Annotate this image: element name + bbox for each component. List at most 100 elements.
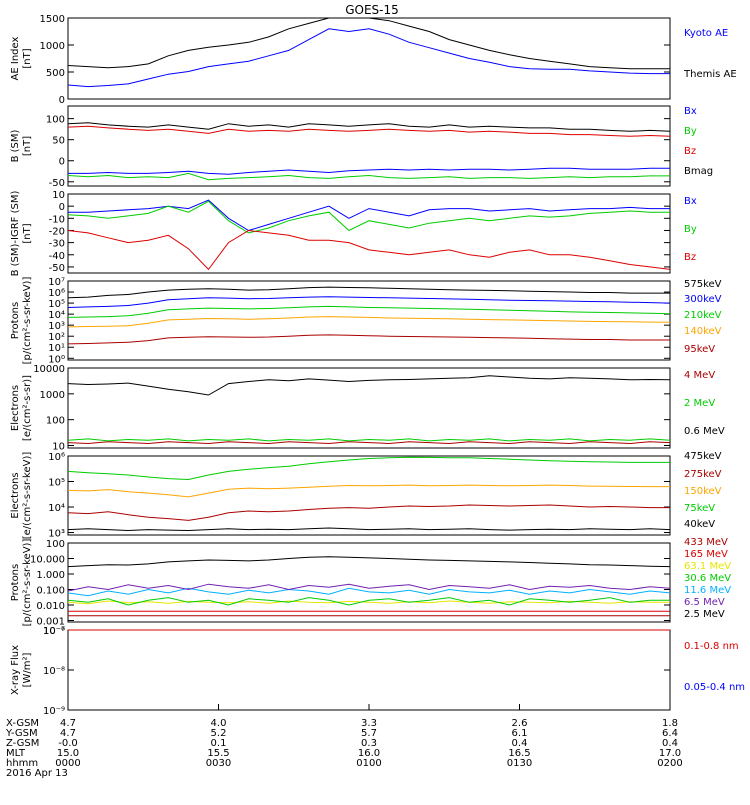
y-tick-label: 0.001 [36,616,65,627]
y-tick-label: 50 [52,136,65,147]
series-line-6-5-mev [67,583,671,592]
y-tick-label: 500 [46,68,65,79]
panel-frame [67,629,671,711]
y-tick-label: 0 [59,157,65,168]
legend-label: 150keV [684,486,722,497]
legend-label: 210keV [684,310,722,321]
ephemeris-row-label: hhmm [6,758,38,769]
panel-frame [67,193,671,274]
date-label: 2016 Apr 13 [6,768,68,779]
ephemeris-value: 5.7 [361,728,377,739]
panel-frame [67,455,671,536]
legend-label: 275keV [684,469,722,480]
legend-label: Bz [684,146,696,157]
y-axis-label: Electrons [10,385,21,431]
series-line-75kev [67,456,670,481]
legend-label: 40keV [684,519,715,530]
series-line-bmag [67,122,671,132]
ephemeris-value: 3.3 [361,718,377,729]
ephemeris-value: 0.4 [512,738,528,749]
ephemeris-value: 15.5 [207,748,229,759]
y-tick-label: -30 [49,239,65,250]
y-axis-label: [nT] [22,136,33,156]
series-line-4-mev [67,441,671,445]
y-axis-label: [e/(cm²-s-sr-keV)] [22,452,33,540]
series-line-150kev [67,484,670,498]
ephemeris-value: 1.8 [662,718,678,729]
y-tick-label: 0 [59,202,65,213]
y-tick-label: 0.100 [36,585,65,596]
series-line-30-6-mev [67,597,670,606]
y-tick-label: 1000 [40,41,65,52]
panel-frame [67,280,671,361]
series-line-kyoto-ae [67,28,670,88]
legend-label: Themis AE [683,69,737,80]
series-line-95kev [67,334,670,345]
y-axis-label: [nT] [22,223,33,243]
y-axis-label: [p/(cm²-s-sr-keV)] [22,539,33,627]
y-tick-label: 10¹ [48,343,65,354]
legend-label: 165 MeV [684,549,728,560]
series-line-themis-ae [67,17,670,70]
y-tick-label: -40 [49,251,65,262]
series-line-bz [67,125,671,137]
y-axis-label: [nT] [22,48,33,68]
legend-label: 475keV [684,451,722,462]
y-tick-label: -50 [49,178,65,189]
legend-label: 11.6 MeV [684,585,731,596]
y-axis-label: B (SM)-IGRF (SM) [10,191,21,277]
ephemeris-value: 0200 [657,758,682,769]
y-tick-label: 10⁶ [48,288,65,299]
y-tick-label: 10² [48,332,65,343]
ephemeris-value: 16.5 [508,748,530,759]
series-line-by [67,200,670,234]
y-axis-label: Electrons [10,472,21,518]
ephemeris-row-label: Y-GSM [5,728,38,739]
y-tick-label: 10⁵ [48,478,65,489]
y-tick-label: 100 [46,416,65,427]
panel-frame [67,367,671,449]
ephemeris-value: 0.1 [211,738,227,749]
y-axis-label: Protons [10,564,21,601]
ephemeris-value: 0130 [507,758,532,769]
ephemeris-value: 5.2 [211,728,227,739]
y-tick-label: 100 [46,115,65,126]
legend-label: 140keV [684,326,722,337]
series-line-11-6-mev [67,587,671,597]
legend-label: 300keV [684,294,722,305]
y-tick-label: 10⁴ [48,310,65,321]
y-axis-label: [W/m²] [22,652,33,687]
series-line-140kev [67,316,671,328]
y-tick-label: 10000 [33,364,65,375]
y-axis-label: Protons [10,302,21,339]
legend-label: Bx [684,106,697,117]
y-axis-label: B (SM) [10,129,21,162]
legend-label: 0.6 MeV [684,426,725,437]
y-tick-label: 10⁻⁹ [43,706,65,717]
y-axis-label: AE Index [10,36,21,80]
legend-label: 433 MeV [684,537,728,548]
ephemeris-value: 0.4 [662,738,678,749]
ephemeris-value: 6.1 [512,728,528,739]
legend-label: 75keV [684,503,715,514]
series-line-2-mev [67,438,671,442]
y-axis-label: [p/(cm²-s-sr-keV)] [22,277,33,365]
panel-frame [67,105,671,187]
legend-label: 63.1 MeV [684,561,731,572]
legend-label: By [684,126,697,137]
y-tick-label: 10⁵ [48,299,65,310]
ephemeris-value: 4.7 [60,718,76,729]
legend-label: 0.1-0.8 nm [684,641,739,652]
series-line-by [67,172,670,181]
series-line-475kev [67,527,671,532]
ephemeris-value: 0100 [356,758,381,769]
legend-label: 4 MeV [684,370,715,381]
legend-label: 95keV [684,344,715,355]
legend-label: Kyoto AE [684,28,728,39]
ephemeris-value: 0030 [206,758,231,769]
legend-label: 30.6 MeV [684,573,731,584]
legend-label: By [684,224,697,235]
y-tick-label: 100 [46,539,65,550]
